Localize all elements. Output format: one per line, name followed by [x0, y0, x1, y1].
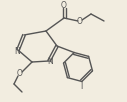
Text: O: O [17, 69, 23, 79]
Text: I: I [80, 82, 82, 91]
Text: N: N [14, 47, 20, 55]
Text: O: O [61, 2, 67, 11]
Text: O: O [77, 17, 83, 26]
Text: N: N [47, 58, 53, 67]
